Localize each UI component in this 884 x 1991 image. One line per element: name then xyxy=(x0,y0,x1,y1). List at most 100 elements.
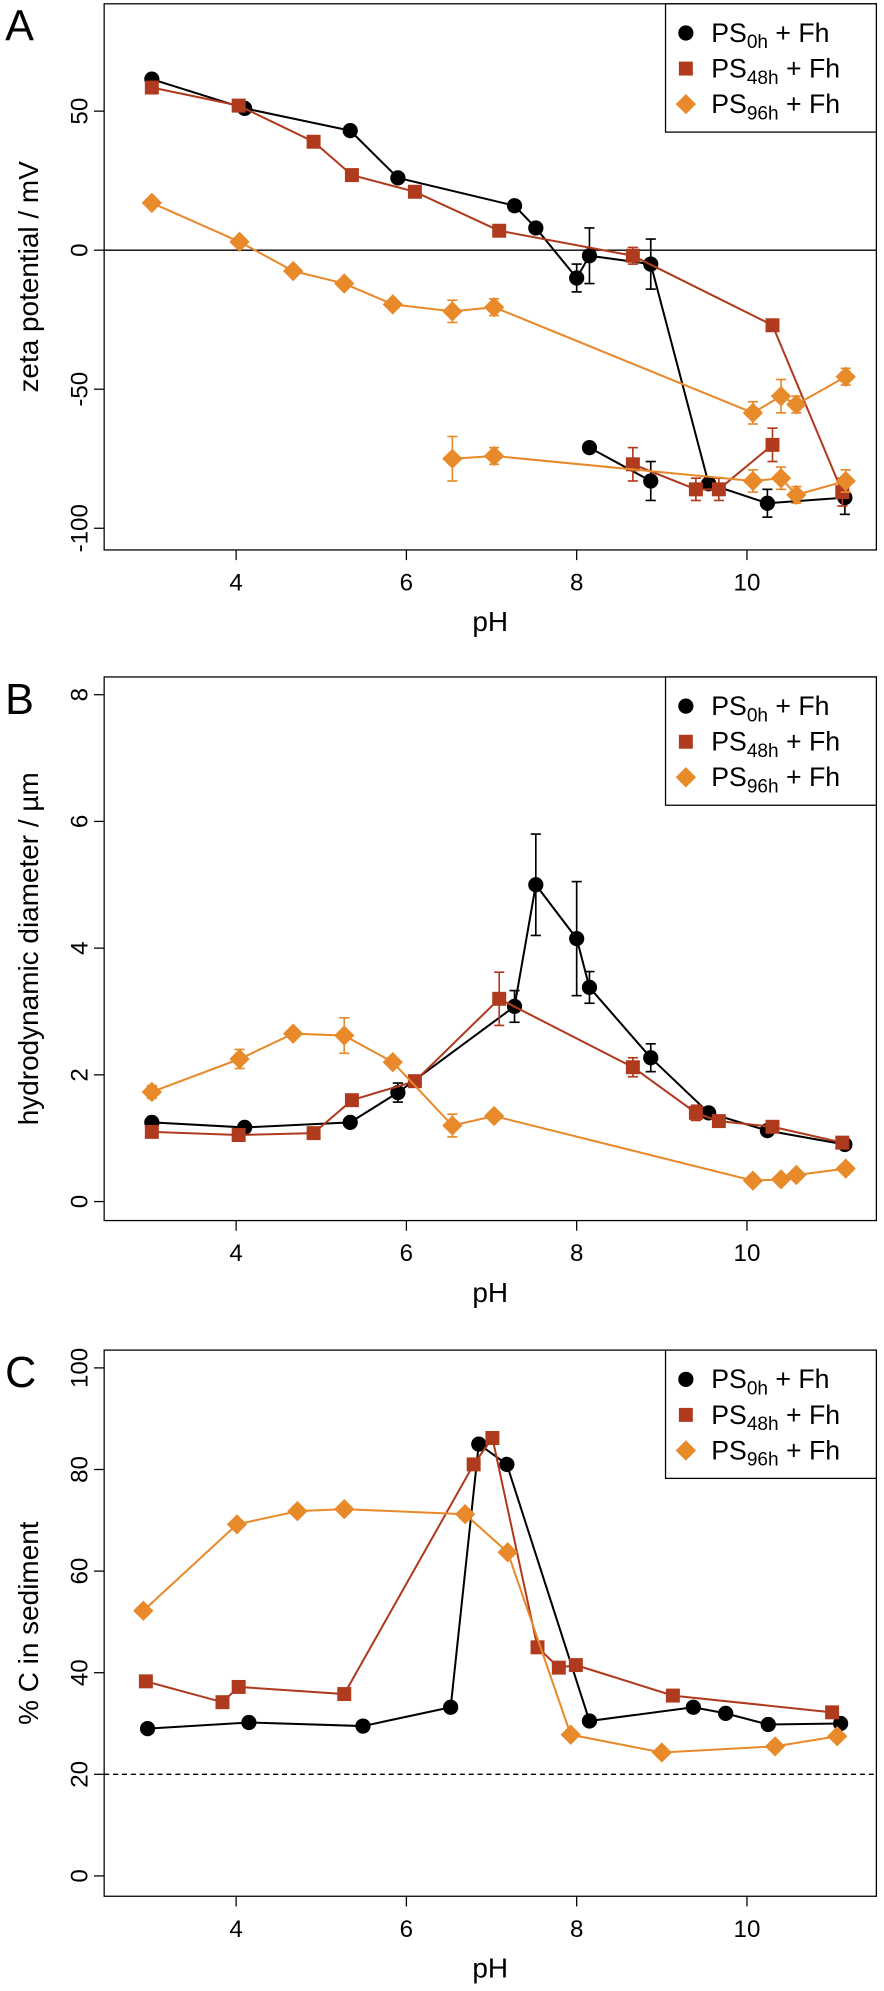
point xyxy=(355,1718,371,1734)
point xyxy=(643,1050,659,1066)
point xyxy=(483,1105,505,1127)
point xyxy=(688,482,703,497)
point xyxy=(471,1436,487,1452)
point xyxy=(770,386,792,407)
series-line xyxy=(151,78,845,505)
point xyxy=(625,248,640,263)
point xyxy=(528,220,544,236)
legend-box xyxy=(664,3,878,133)
point xyxy=(141,192,162,214)
y-tick-label: -50 xyxy=(67,372,94,407)
point xyxy=(825,1705,840,1720)
y-tick-label: 20 xyxy=(67,1761,94,1788)
point xyxy=(528,877,544,893)
y-tick-label: 8 xyxy=(67,688,94,701)
legend-marker xyxy=(678,698,694,714)
point xyxy=(231,1128,246,1143)
legend-marker xyxy=(675,93,697,115)
point xyxy=(835,470,856,492)
x-tick-label: 6 xyxy=(400,1916,413,1943)
point xyxy=(229,231,250,253)
point xyxy=(287,1500,308,1522)
point xyxy=(139,1720,156,1737)
y-axis-label: hydrodynamic diameter / µm xyxy=(13,772,44,1125)
series-line xyxy=(142,1508,838,1754)
legend-label: PS96h + Fh xyxy=(711,89,840,124)
point xyxy=(492,223,507,238)
legend-subscript: 0h xyxy=(747,705,768,726)
series-line xyxy=(588,446,652,482)
legend-label: PS0h + Fh xyxy=(711,1364,829,1399)
series-line xyxy=(145,1435,833,1714)
legend-subscript: 96h xyxy=(747,103,779,124)
y-axis-label: zeta potential / mV xyxy=(13,161,44,393)
series-line xyxy=(151,882,846,1146)
legend-text: PS xyxy=(711,691,747,721)
legend-label: PS0h + Fh xyxy=(711,18,829,53)
legend-box xyxy=(664,1349,878,1480)
point xyxy=(144,80,159,95)
x-tick-label: 10 xyxy=(734,1916,761,1943)
point xyxy=(485,1431,500,1445)
point xyxy=(241,1714,257,1731)
point xyxy=(581,248,598,264)
x-tick-label: 10 xyxy=(734,1240,761,1267)
y-tick-label: 0 xyxy=(67,243,94,256)
point xyxy=(334,1025,355,1046)
point xyxy=(283,260,304,282)
x-axis-label: pH xyxy=(472,1953,508,1984)
legend-label: PS0h + Fh xyxy=(711,691,829,726)
point xyxy=(786,484,807,506)
y-tick-label: 6 xyxy=(67,815,94,828)
x-tick-label: 10 xyxy=(734,570,761,597)
x-tick-label: 6 xyxy=(400,570,413,597)
point xyxy=(231,98,246,113)
point xyxy=(344,1093,359,1108)
y-axis-label: % C in sediment xyxy=(13,1521,44,1725)
legend-marker xyxy=(675,767,697,788)
point xyxy=(492,991,507,1006)
point xyxy=(283,1023,304,1044)
point xyxy=(306,1126,321,1141)
panel-label: B xyxy=(5,676,34,724)
x-tick-label: 4 xyxy=(229,570,242,597)
legend-text: + Fh xyxy=(779,1435,841,1465)
point xyxy=(835,1135,850,1150)
point xyxy=(742,1170,764,1191)
point xyxy=(760,1716,776,1733)
point xyxy=(651,1742,672,1763)
point xyxy=(759,495,776,511)
point xyxy=(382,1052,403,1073)
point xyxy=(581,439,598,456)
y-tick-label: 50 xyxy=(67,98,94,125)
legend-text: PS xyxy=(711,1435,747,1465)
point xyxy=(786,1164,807,1186)
legend-marker xyxy=(678,1407,693,1422)
point xyxy=(306,134,321,149)
point xyxy=(499,1456,515,1473)
y-tick-label: 60 xyxy=(67,1558,94,1585)
point xyxy=(764,1736,786,1757)
legend-label: PS96h + Fh xyxy=(711,1435,840,1470)
point xyxy=(442,448,463,469)
legend-text: + Fh xyxy=(779,89,841,119)
point xyxy=(141,1081,162,1103)
point xyxy=(334,273,355,294)
point xyxy=(711,1114,726,1129)
point xyxy=(133,1600,154,1621)
point xyxy=(231,1679,246,1694)
point xyxy=(407,184,422,199)
legend-text: PS xyxy=(711,53,747,83)
legend-subscript: 48h xyxy=(747,741,779,762)
point xyxy=(138,1674,153,1689)
point xyxy=(342,122,358,139)
legend-marker xyxy=(678,734,693,749)
point xyxy=(835,1158,856,1179)
point xyxy=(551,1660,566,1675)
legend-subscript: 96h xyxy=(747,777,779,798)
point xyxy=(483,445,505,467)
legend-text: + Fh xyxy=(779,762,841,792)
point xyxy=(688,1105,703,1120)
legend-label: PS48h + Fh xyxy=(711,53,840,88)
